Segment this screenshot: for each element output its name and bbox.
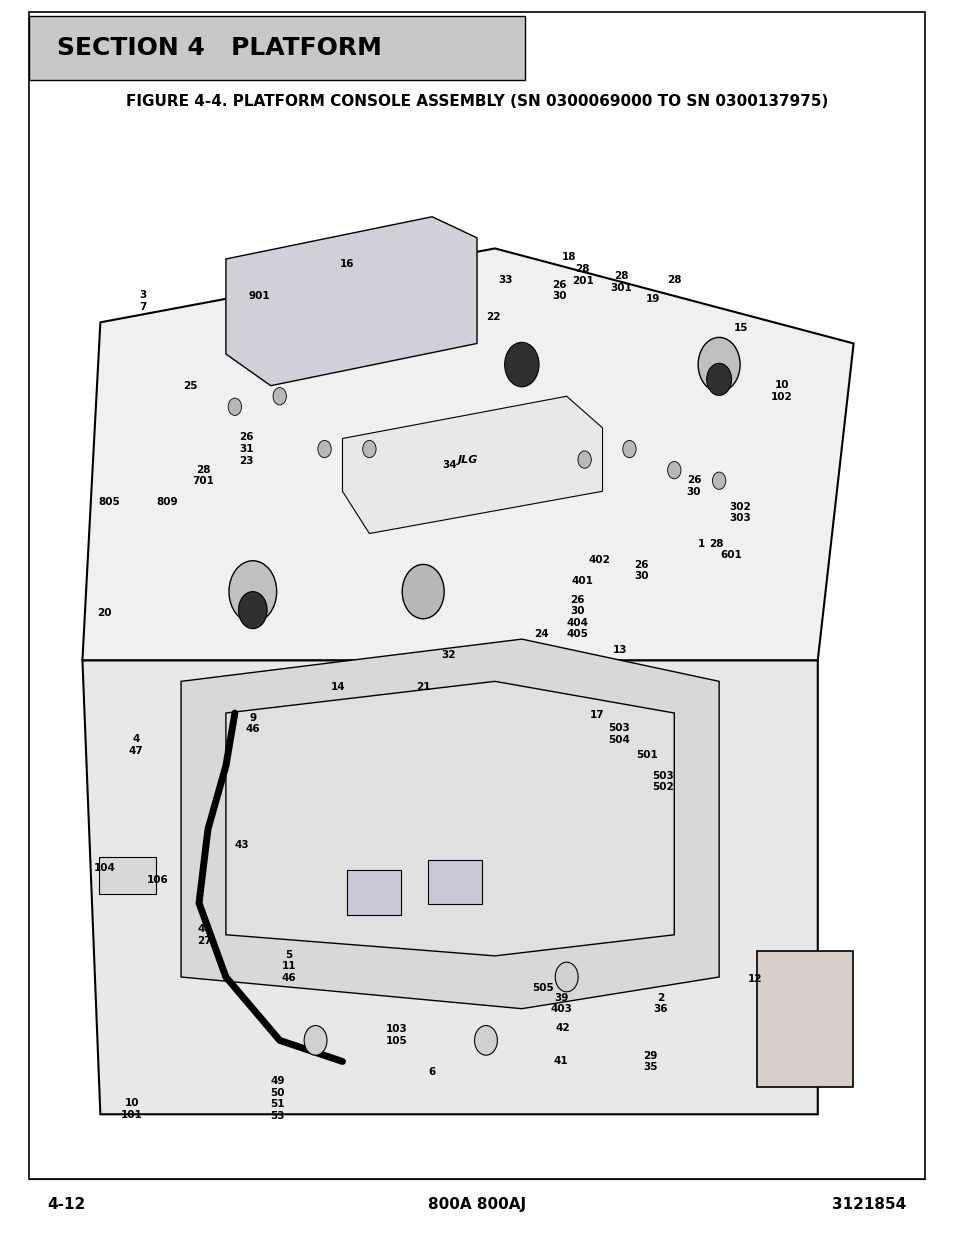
Text: 104: 104: [93, 863, 115, 873]
Text: SECTION 4   PLATFORM: SECTION 4 PLATFORM: [57, 36, 382, 61]
Text: 10
102: 10 102: [770, 380, 792, 401]
Text: 809: 809: [156, 496, 178, 506]
Text: 3121854: 3121854: [831, 1197, 905, 1212]
Circle shape: [555, 962, 578, 992]
Circle shape: [578, 451, 591, 468]
Text: 24: 24: [534, 629, 548, 638]
FancyBboxPatch shape: [428, 860, 481, 904]
Text: 26
31
23: 26 31 23: [239, 432, 253, 466]
Text: 49
50
51
53: 49 50 51 53: [271, 1076, 285, 1121]
Circle shape: [317, 441, 331, 458]
Text: JLG: JLG: [457, 454, 477, 464]
Text: 901: 901: [248, 291, 270, 301]
Text: 26
30: 26 30: [570, 594, 584, 616]
Text: 103
105: 103 105: [385, 1024, 407, 1046]
Circle shape: [706, 363, 731, 395]
Text: 302
303: 302 303: [728, 501, 750, 524]
Text: 34: 34: [442, 459, 456, 469]
Text: 41: 41: [553, 1056, 567, 1067]
Polygon shape: [82, 248, 853, 661]
Text: 601: 601: [720, 550, 740, 559]
Text: 404
405: 404 405: [566, 618, 588, 640]
Circle shape: [402, 564, 444, 619]
Text: 14: 14: [331, 682, 345, 692]
Text: 28: 28: [666, 275, 680, 285]
Text: 19: 19: [645, 294, 659, 304]
Text: 43: 43: [234, 840, 249, 850]
Polygon shape: [181, 640, 719, 1009]
Circle shape: [229, 561, 276, 622]
Text: 2
36: 2 36: [653, 993, 667, 1014]
Text: 28: 28: [708, 540, 723, 550]
Circle shape: [474, 1025, 497, 1055]
Text: 28
201: 28 201: [572, 264, 593, 285]
Circle shape: [667, 462, 680, 479]
Polygon shape: [226, 217, 476, 385]
Circle shape: [698, 337, 740, 391]
Polygon shape: [342, 396, 602, 534]
Text: 20: 20: [97, 608, 112, 618]
Text: 503
502: 503 502: [652, 771, 674, 793]
FancyBboxPatch shape: [757, 951, 852, 1087]
Circle shape: [362, 441, 375, 458]
Text: 25: 25: [183, 380, 197, 390]
Text: 26
30: 26 30: [686, 475, 700, 496]
FancyBboxPatch shape: [347, 871, 400, 915]
Circle shape: [304, 1025, 327, 1055]
Text: 6: 6: [428, 1067, 436, 1077]
Text: 28
301: 28 301: [610, 272, 632, 293]
Text: 503
504: 503 504: [607, 724, 629, 745]
Text: 10
101: 10 101: [121, 1098, 142, 1120]
Text: 401: 401: [571, 576, 593, 587]
Text: 3
7: 3 7: [139, 290, 147, 312]
Text: 17: 17: [589, 710, 604, 720]
Circle shape: [622, 441, 636, 458]
Polygon shape: [226, 682, 674, 956]
Polygon shape: [99, 857, 156, 894]
Text: 15: 15: [734, 322, 748, 332]
Text: 4-12: 4-12: [48, 1197, 86, 1212]
Circle shape: [273, 388, 286, 405]
Text: 21: 21: [416, 682, 430, 692]
Text: 402: 402: [588, 555, 610, 564]
Text: 26
30: 26 30: [552, 280, 566, 301]
Text: 1: 1: [697, 540, 704, 550]
Text: 33: 33: [497, 275, 513, 285]
Text: 13: 13: [613, 645, 627, 655]
Text: 805: 805: [98, 496, 120, 506]
Text: 26
30: 26 30: [633, 559, 648, 582]
Text: 28
701: 28 701: [193, 464, 214, 487]
Text: 5
11
46: 5 11 46: [281, 950, 295, 983]
Text: 501: 501: [636, 751, 658, 761]
Text: FIGURE 4-4. PLATFORM CONSOLE ASSEMBLY (SN 0300069000 TO SN 0300137975): FIGURE 4-4. PLATFORM CONSOLE ASSEMBLY (S…: [126, 94, 827, 109]
Polygon shape: [82, 661, 817, 1114]
Text: 9
46: 9 46: [245, 713, 260, 735]
Text: 22: 22: [485, 312, 500, 322]
Text: 29
35: 29 35: [642, 1051, 657, 1072]
Circle shape: [504, 342, 538, 387]
Text: 18: 18: [561, 252, 576, 262]
Text: 46
27: 46 27: [197, 924, 212, 946]
Text: 32: 32: [440, 650, 456, 659]
Text: 800A 800AJ: 800A 800AJ: [428, 1197, 525, 1212]
Text: 505: 505: [532, 983, 554, 993]
Text: 42: 42: [556, 1023, 570, 1032]
Text: 4
47: 4 47: [129, 734, 144, 756]
Circle shape: [238, 592, 267, 629]
FancyBboxPatch shape: [29, 16, 524, 80]
Text: 12: 12: [747, 974, 761, 984]
Text: 106: 106: [147, 874, 169, 884]
Circle shape: [228, 398, 241, 415]
Text: 39
403: 39 403: [550, 993, 572, 1014]
Circle shape: [712, 472, 725, 489]
Text: 16: 16: [339, 259, 354, 269]
